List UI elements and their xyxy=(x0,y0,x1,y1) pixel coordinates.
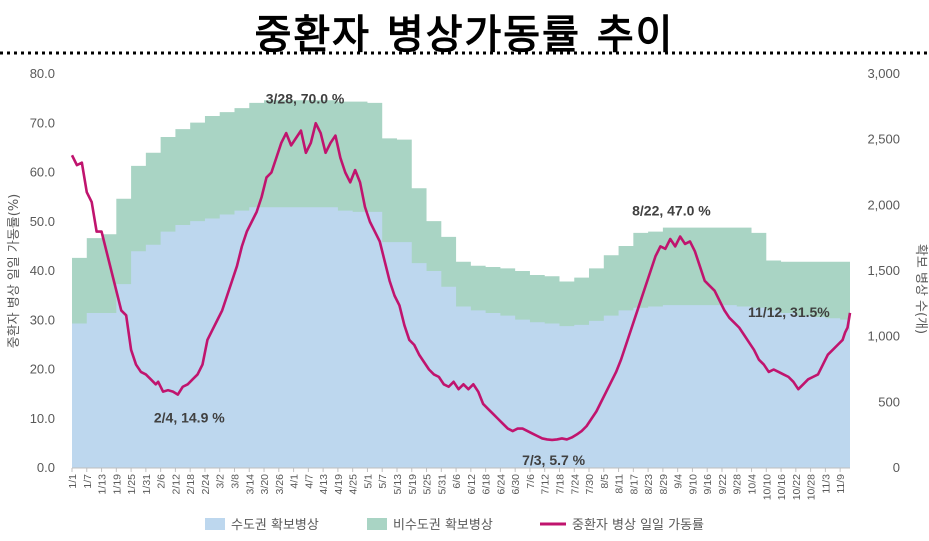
x-tick-label: 3/14 xyxy=(244,474,256,495)
x-tick-label: 8/23 xyxy=(643,474,655,495)
x-tick-label: 7/24 xyxy=(569,474,581,495)
legend: 수도권 확보병상 비수도권 확보병상 중환자 병상 일일 가동률 xyxy=(205,518,704,533)
x-tick-label: 8/5 xyxy=(599,474,611,489)
x-tick-label: 4/19 xyxy=(333,474,345,495)
x-tick-label: 5/19 xyxy=(407,474,419,495)
y-right-tick-label: 1,000 xyxy=(867,329,900,344)
y-left-tick-label: 60.0 xyxy=(30,165,55,180)
y-right-tick-label: 1,500 xyxy=(867,263,900,278)
x-tick-label: 5/7 xyxy=(377,474,389,489)
area-layer xyxy=(72,100,850,469)
legend-item: 비수도권 확보병상 xyxy=(367,518,493,533)
x-tick-label: 1/7 xyxy=(82,474,94,489)
x-tick-label: 9/22 xyxy=(717,474,729,495)
x-tick-label: 8/29 xyxy=(658,474,670,495)
legend-label: 비수도권 확보병상 xyxy=(393,518,493,533)
y-right-tick-label: 500 xyxy=(878,394,900,409)
x-tick-label: 11/9 xyxy=(835,474,847,494)
x-tick-label: 10/28 xyxy=(806,474,818,500)
x-tick-label: 10/22 xyxy=(791,474,803,500)
legend-item: 수도권 확보병상 xyxy=(205,518,319,533)
x-tick-label: 7/12 xyxy=(540,474,552,495)
data-annotation: 7/3, 5.7 % xyxy=(522,452,586,468)
x-tick-label: 3/2 xyxy=(215,474,227,489)
x-tick-label: 10/10 xyxy=(761,474,773,500)
y-right-tick-label: 2,500 xyxy=(867,132,900,147)
x-tick-label: 10/4 xyxy=(747,474,759,495)
x-tick-label: 6/24 xyxy=(495,474,507,495)
x-tick-label: 3/20 xyxy=(259,474,271,495)
legend-swatch xyxy=(367,518,387,530)
legend-label: 수도권 확보병상 xyxy=(231,518,319,533)
x-tick-label: 7/30 xyxy=(584,474,596,495)
x-tick-label: 8/11 xyxy=(614,474,626,494)
x-tick-label: 4/1 xyxy=(289,474,301,489)
y-left-tick-label: 70.0 xyxy=(30,115,55,130)
x-tick-label: 9/10 xyxy=(687,474,699,495)
x-tick-label: 6/6 xyxy=(451,474,463,489)
x-tick-label: 4/7 xyxy=(303,474,315,489)
x-tick-label: 5/31 xyxy=(436,474,448,495)
line-series-occupancy xyxy=(70,121,852,442)
x-tick-label: 5/1 xyxy=(362,474,374,489)
x-tick-label: 10/16 xyxy=(776,474,788,500)
legend-swatch xyxy=(205,518,225,530)
x-tick-label: 1/1 xyxy=(67,474,79,489)
x-tick-label: 9/16 xyxy=(702,474,714,495)
y-right-tick-label: 3,000 xyxy=(867,66,900,81)
x-tick-label: 9/4 xyxy=(673,474,685,489)
axis-layer: 0.0 10.0 20.0 30.0 40.0 50.0 60.0 70.0 80.0 0 500 1… xyxy=(7,66,928,500)
x-tick-label: 5/25 xyxy=(422,474,434,495)
x-tick-label: 2/18 xyxy=(185,474,197,495)
y-left-tick-label: 50.0 xyxy=(30,214,55,229)
x-tick-label: 4/13 xyxy=(318,474,330,495)
legend-label: 중환자 병상 일일 가동률 xyxy=(572,518,704,533)
data-annotation: 11/12, 31.5% xyxy=(748,304,830,320)
label-layer: 2/4, 14.9 % 3/28, 70.0 % 7/3, 5.7 % 8/22, 4… xyxy=(154,90,830,468)
y-left-tick-label: 20.0 xyxy=(30,362,55,377)
x-tick-label: 11/3 xyxy=(820,474,832,494)
x-tick-label: 2/12 xyxy=(170,474,182,495)
x-tick-label: 6/18 xyxy=(481,474,493,495)
y-left-tick-label: 10.0 xyxy=(30,411,55,426)
x-tick-label: 7/18 xyxy=(554,474,566,495)
line-layer xyxy=(70,121,852,442)
x-tick-label: 1/13 xyxy=(97,474,109,495)
x-tick-label: 2/24 xyxy=(200,474,212,495)
x-tick-label: 5/13 xyxy=(392,474,404,495)
y-right-axis-label: 확보 병상 수(개) xyxy=(913,244,928,334)
x-tick-label: 8/17 xyxy=(628,474,640,495)
y-left-axis-label: 중환자 병상 일일 가동률(%) xyxy=(7,194,22,349)
x-tick-label: 3/8 xyxy=(229,474,241,489)
x-tick-label: 2/6 xyxy=(156,474,168,489)
x-tick-label: 1/25 xyxy=(126,474,138,495)
x-tick-label: 1/31 xyxy=(141,474,153,495)
y-left-tick-label: 0.0 xyxy=(37,460,55,475)
legend-item: 중환자 병상 일일 가동률 xyxy=(540,518,704,533)
y-right-tick-label: 2,000 xyxy=(867,197,900,212)
x-tick-label: 3/26 xyxy=(274,474,286,495)
y-left-tick-label: 30.0 xyxy=(30,312,55,327)
area-series-capital xyxy=(72,207,850,468)
chart-title: 중환자 병상가동률 추이 xyxy=(254,12,675,58)
y-left-tick-label: 40.0 xyxy=(30,263,55,278)
y-left-tick-label: 80.0 xyxy=(30,66,55,81)
x-tick-label: 9/28 xyxy=(732,474,744,495)
data-annotation: 3/28, 70.0 % xyxy=(266,90,345,106)
x-tick-label: 1/19 xyxy=(111,474,123,495)
data-annotation: 8/22, 47.0 % xyxy=(632,203,711,219)
x-tick-label: 6/30 xyxy=(510,474,522,495)
x-tick-label: 7/6 xyxy=(525,474,537,489)
y-right-tick-label: 0 xyxy=(893,460,900,475)
x-tick-label: 4/25 xyxy=(348,474,360,495)
x-tick-label: 6/12 xyxy=(466,474,478,495)
data-annotation: 2/4, 14.9 % xyxy=(154,410,225,426)
